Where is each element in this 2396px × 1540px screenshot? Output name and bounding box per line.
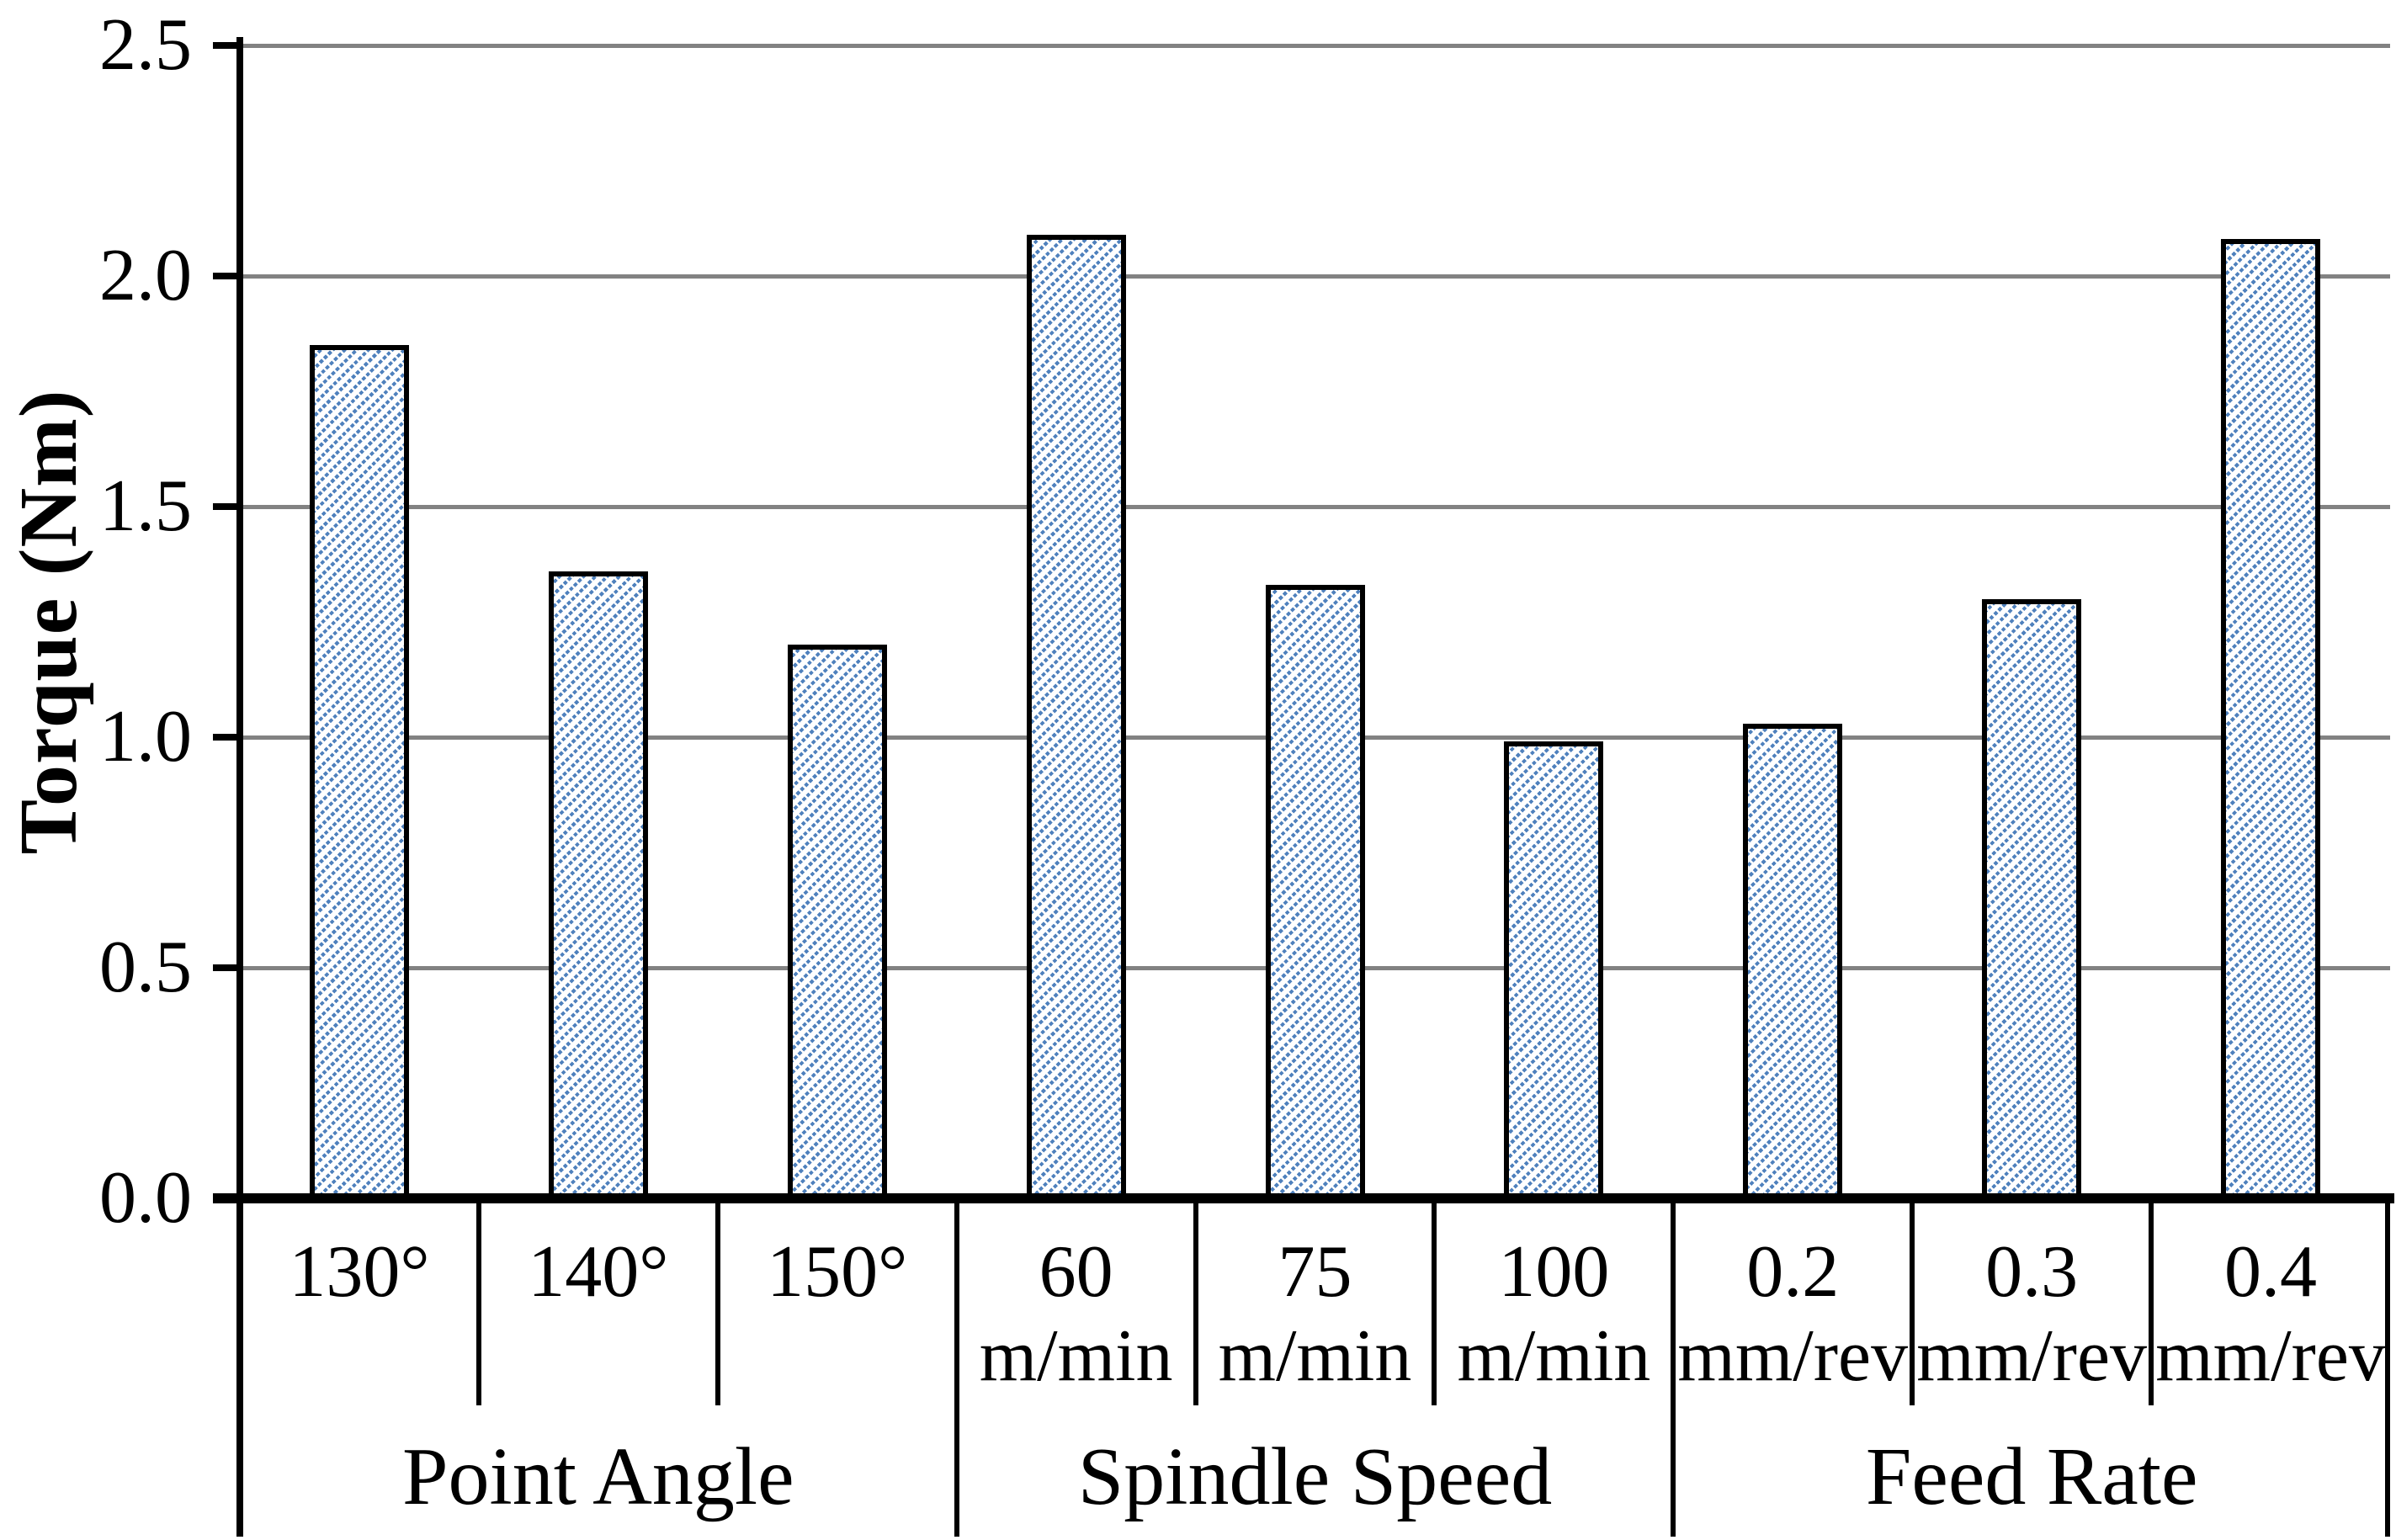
category-label-line: mm/rev [1916,1315,2148,1397]
bar-0.3-mm-rev [1982,598,2082,1198]
category-label-line: mm/rev [2155,1315,2386,1397]
category-label: 60 m/min [957,1230,1196,1399]
category-label-line: 140° [528,1231,669,1313]
y-axis-tick [213,503,236,510]
y-tick-label: 1.5 [99,465,192,547]
category-label: 0.3 mm/rev [1912,1230,2151,1399]
category-separator [1432,1198,1437,1405]
y-tick-label: 2.0 [99,235,192,316]
group-label: Spindle Speed [1077,1431,1553,1522]
gridline [240,43,2390,48]
y-tick-label: 2.5 [99,4,192,86]
category-label-line: m/min [1457,1315,1651,1397]
category-label: 0.4 mm/rev [2151,1230,2390,1399]
category-label-line: 0.3 [1985,1231,2079,1313]
category-label-line: 60 [1039,1231,1113,1313]
axis-right-edge [2385,1198,2390,1537]
group-label: Point Angle [402,1431,794,1522]
y-tick-label: 1.0 [99,696,192,778]
category-label-line: 100 [1498,1231,1610,1313]
category-label: 140° [479,1230,718,1314]
category-label-line: m/min [1218,1315,1412,1397]
gridline [240,504,2390,509]
group-separator [1671,1198,1676,1537]
category-label-line: m/min [979,1315,1173,1397]
category-separator [1910,1198,1915,1405]
y-axis-tick [213,42,236,49]
x-axis-line [213,1193,2394,1203]
bar-0.4-mm-rev [2221,239,2321,1198]
bar-150- [787,645,887,1198]
category-label: 150° [718,1230,957,1314]
y-axis-title: Torque (Nm) [3,389,94,855]
bar-0.2-mm-rev [1743,723,1843,1198]
y-axis-tick [213,273,236,279]
category-label-line: 75 [1278,1231,1352,1313]
category-label-line: 130° [289,1231,430,1313]
bar-60-m-min [1026,234,1126,1198]
category-label-line: mm/rev [1677,1315,1909,1397]
y-axis-tick [213,734,236,741]
category-label: 130° [240,1230,479,1314]
gridline [240,273,2390,279]
y-axis-line [236,37,243,1537]
category-separator [715,1198,720,1405]
bar-75-m-min [1265,585,1365,1198]
category-label-line: 150° [767,1231,908,1313]
category-separator [475,1198,481,1405]
category-label: 100 m/min [1434,1230,1673,1399]
category-label-line: 0.4 [2224,1231,2318,1313]
group-label: Feed Rate [1865,1431,2198,1522]
category-label-line: 0.2 [1746,1231,1840,1313]
category-separator [1193,1198,1198,1405]
category-label: 0.2 mm/rev [1673,1230,1912,1399]
y-tick-label: 0.5 [99,927,192,1008]
y-tick-label: 0.0 [99,1157,192,1239]
group-separator [954,1198,959,1537]
y-axis-tick [213,964,236,971]
bar-130- [309,345,409,1198]
category-separator [2149,1198,2154,1405]
bar-100-m-min [1504,741,1604,1198]
category-label: 75 m/min [1196,1230,1435,1399]
bar-140- [548,571,648,1198]
